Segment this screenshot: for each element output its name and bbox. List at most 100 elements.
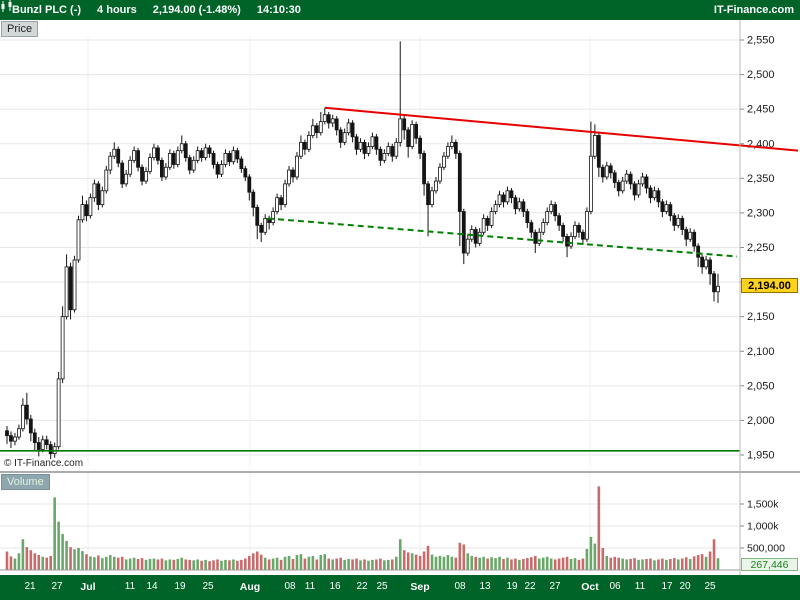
volume-chart[interactable]: 1,500k 1,000k 500,000 <box>0 473 800 575</box>
volume-bar <box>25 547 29 570</box>
volume-bar <box>105 556 108 570</box>
time-axis-label: 27 <box>549 581 561 592</box>
candle <box>394 141 399 157</box>
trendline-descending-resistance[interactable] <box>324 106 799 152</box>
candle <box>211 153 216 165</box>
price-tick-label: 2,250 <box>747 242 775 254</box>
candle <box>612 172 617 183</box>
candle <box>442 155 446 168</box>
volume-bar <box>530 557 533 570</box>
candle <box>366 146 371 154</box>
volume-bar <box>406 552 410 570</box>
candle <box>378 148 383 161</box>
candle <box>410 123 415 147</box>
volume-bar <box>5 551 9 570</box>
volume-tick-label: 1,000k <box>747 521 779 533</box>
candle <box>640 176 645 185</box>
candle <box>152 147 156 158</box>
candle <box>422 153 426 185</box>
candle <box>187 157 192 171</box>
candle <box>199 150 204 158</box>
volume-bar <box>73 549 76 570</box>
candle <box>48 444 53 455</box>
volume-bar <box>89 556 92 570</box>
volume-bar <box>637 559 640 570</box>
candle <box>541 222 546 233</box>
price-panel-tab[interactable]: Price <box>1 21 39 37</box>
volume-panel-tab[interactable]: Volume <box>1 474 50 490</box>
volume-bar <box>212 560 215 570</box>
volume-bar <box>65 540 68 570</box>
volume-bar <box>629 559 632 570</box>
candle <box>509 190 514 199</box>
candle <box>219 164 224 175</box>
candle <box>28 418 33 434</box>
volume-bar <box>502 559 505 570</box>
candle <box>596 135 601 168</box>
candle <box>183 143 188 158</box>
candle <box>148 157 152 172</box>
volume-bar <box>299 554 303 570</box>
time-axis-label: Sep <box>410 581 430 593</box>
candle <box>338 129 343 143</box>
volume-bar <box>77 548 80 570</box>
candle <box>577 224 581 233</box>
candle <box>660 201 665 212</box>
volume-bar <box>665 559 668 570</box>
candle <box>40 439 45 450</box>
price-tick-label: 2,300 <box>747 207 775 219</box>
candle <box>477 231 482 244</box>
panel-divider[interactable] <box>0 471 800 473</box>
volume-bar <box>220 560 223 570</box>
volume-bar <box>553 559 557 570</box>
volume-bar <box>367 560 370 570</box>
price-tick-label: 2,500 <box>747 69 775 81</box>
volume-bar <box>704 556 708 570</box>
candle <box>616 182 621 192</box>
candle <box>247 176 252 193</box>
volume-bar <box>442 556 446 570</box>
volume-bar <box>688 559 692 570</box>
trendline-descending-support[interactable] <box>267 217 738 258</box>
volume-bar <box>676 559 680 570</box>
candle <box>144 171 148 182</box>
candle <box>314 125 319 134</box>
volume-bar <box>33 553 37 570</box>
volume-bar <box>422 551 426 570</box>
volume-y-axis[interactable]: 1,500k 1,000k 500,000 <box>740 499 785 555</box>
price-y-axis[interactable]: 2,5502,5002,4502,4002,3502,3002,2502,200… <box>740 35 775 462</box>
volume-bar <box>402 550 406 570</box>
candle <box>712 273 716 293</box>
volume-bar <box>692 556 696 570</box>
candle <box>5 430 9 437</box>
candle <box>374 136 379 150</box>
time-axis[interactable]: 21 27 Jul 11 14 19 25 Aug 08 11 16 22 25 Sep 08 13 19 22 2… <box>0 575 800 600</box>
candle <box>17 428 21 438</box>
volume-bar <box>271 558 275 570</box>
candle <box>362 141 367 154</box>
candle <box>485 218 490 226</box>
volume-bar <box>359 560 362 570</box>
volume-bar <box>518 559 521 570</box>
candle <box>438 166 442 182</box>
volume-bar <box>41 556 45 570</box>
candle <box>136 150 140 168</box>
time-axis-label: 21 <box>24 581 36 592</box>
volume-bar <box>446 555 450 570</box>
price-tick-label: 2,150 <box>747 311 775 323</box>
candle <box>557 215 562 226</box>
price-chart[interactable]: 2,5502,5002,4502,4002,3502,3002,2502,200… <box>0 20 800 471</box>
volume-bar <box>470 555 474 570</box>
volume-bar <box>140 558 144 570</box>
candle <box>287 169 291 185</box>
candle <box>716 285 720 293</box>
candle <box>465 238 470 254</box>
volume-bar <box>128 558 132 570</box>
volume-bar <box>108 555 112 570</box>
volume-bar <box>124 559 128 570</box>
candle <box>96 183 101 206</box>
candle <box>9 435 13 442</box>
candle <box>124 173 129 185</box>
time-axis-label: 13 <box>479 581 491 592</box>
